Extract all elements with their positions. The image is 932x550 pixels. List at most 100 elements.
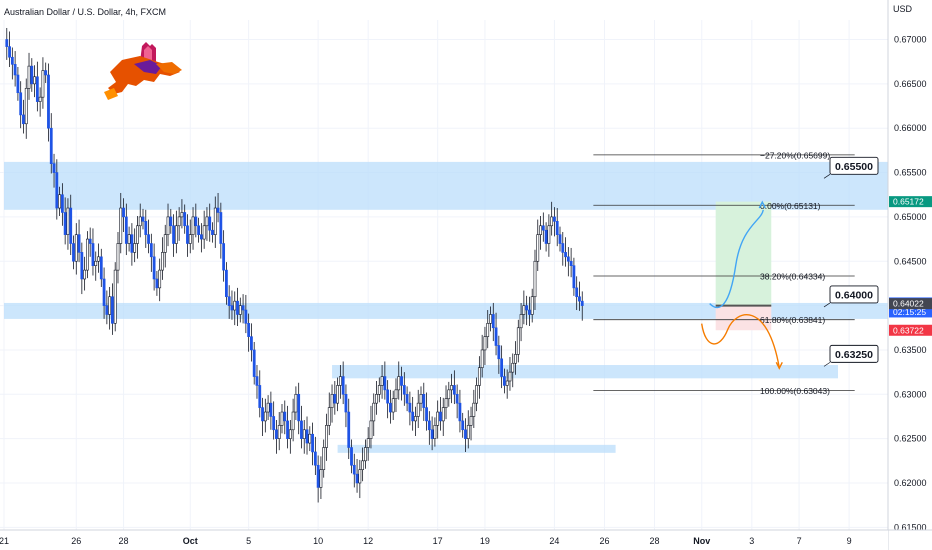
price-badge	[889, 298, 932, 310]
candle-body	[389, 402, 392, 413]
candle-body	[99, 256, 103, 280]
candle-body	[202, 225, 206, 240]
candle-body	[225, 269, 228, 298]
candle-body	[74, 234, 78, 262]
candle-body	[572, 265, 576, 289]
candle-body	[477, 367, 481, 386]
candle-body	[30, 65, 34, 85]
price-badge	[889, 324, 932, 336]
countdown-label: 02:15:25	[893, 307, 926, 317]
candle-body	[63, 212, 67, 235]
price-badge-label: 0.64022	[893, 299, 924, 309]
candle-body	[466, 425, 470, 439]
candle-body	[108, 296, 112, 315]
candle-body	[313, 451, 317, 466]
candle-body	[263, 411, 267, 422]
level-label-box	[829, 344, 879, 363]
candle-body	[464, 429, 467, 439]
candle-body	[155, 278, 159, 289]
price-axis[interactable]: USD 0.670000.665000.660000.655000.650000…	[887, 0, 932, 550]
candle-body	[308, 433, 312, 444]
candle-body	[508, 371, 512, 382]
candle-body	[38, 96, 42, 102]
candle-body	[297, 393, 301, 422]
candle-body	[530, 296, 534, 315]
chart-title: Australian Dollar / U.S. Dollar, 4h, FXC…	[4, 7, 166, 17]
candle-body	[286, 420, 289, 439]
price-axis-ticks: 0.67000 0.66500 0.66000 0.65500 0.65000 0.645…	[894, 35, 927, 533]
candle-body	[500, 358, 504, 377]
candle-body	[533, 260, 537, 298]
candle-body	[277, 425, 281, 439]
candle-body	[144, 221, 148, 235]
candle-body	[250, 336, 253, 351]
candle-body	[375, 393, 378, 404]
candle-body	[255, 376, 259, 386]
candle-body	[439, 411, 442, 422]
candle-body	[86, 238, 89, 271]
support-zone-0.64	[4, 302, 888, 319]
candle-body	[300, 420, 303, 439]
fibonacci-retracement[interactable]: −27.20%(0.65699) 0.00%(0.65131) 38.20%(0.6…	[593, 150, 855, 396]
candle-body	[102, 278, 106, 306]
price-tick-label: 0.62500	[894, 434, 927, 444]
candle-body	[280, 411, 284, 426]
time-tick-label: 10	[313, 536, 323, 546]
level-label-pointer	[823, 302, 831, 308]
time-tick-label: 19	[480, 536, 490, 546]
candle-body	[191, 216, 195, 235]
arrow-head	[758, 200, 766, 209]
fib-level-label: 38.20%(0.64334)	[760, 271, 825, 281]
candle-body	[233, 300, 237, 311]
candle-body	[241, 305, 245, 311]
candle-body	[494, 327, 498, 346]
candle-body	[525, 305, 529, 311]
candle-body	[208, 216, 212, 231]
time-axis[interactable]: 21 26 28 Oct 5 10 12 17 19 24 26 28 Nov 3 7 9	[0, 529, 932, 550]
candle-body	[372, 402, 376, 422]
candle-body	[133, 243, 137, 253]
candle-body	[358, 469, 362, 484]
candle-body	[172, 225, 175, 244]
fib-level-label: 0.00%(0.65131)	[760, 201, 821, 211]
support-zone-0.6325	[332, 365, 838, 379]
candle-body	[141, 216, 145, 222]
price-tick-label: 0.66500	[894, 79, 927, 89]
candle-body	[391, 398, 395, 413]
price-tick-label: 0.63000	[894, 389, 927, 399]
candle-body	[130, 234, 134, 253]
time-tick-label: 7	[797, 536, 802, 546]
candle-body	[522, 305, 526, 315]
candle-body	[72, 243, 75, 262]
candle-body	[80, 252, 84, 280]
price-tick-label: 0.65500	[894, 168, 927, 178]
candle-body	[514, 354, 517, 364]
level-label-pointer	[823, 174, 831, 179]
price-tick-label: 0.61500	[894, 522, 927, 532]
candle-body	[419, 393, 423, 404]
candle-body	[261, 407, 264, 422]
candle-body	[366, 438, 370, 448]
candle-body	[194, 216, 198, 227]
candle-body	[105, 305, 109, 315]
candle-body	[183, 212, 187, 227]
price-tick-label: 0.62000	[894, 478, 927, 488]
time-tick-label: 3	[749, 536, 754, 546]
candle-body	[580, 300, 584, 306]
long-position-tool[interactable]	[715, 201, 772, 331]
candle-body	[83, 269, 87, 280]
candle-body	[405, 393, 409, 404]
candle-body	[452, 385, 456, 395]
fib-level-label: −27.20%(0.65699)	[760, 150, 830, 160]
candle-body	[222, 243, 226, 271]
time-tick-label: 26	[599, 536, 609, 546]
candle-body	[163, 234, 167, 253]
candle-body	[13, 64, 17, 76]
candle-body	[119, 207, 123, 244]
candle-body	[35, 76, 39, 102]
currency-label: USD	[893, 4, 913, 14]
candle-body	[127, 234, 131, 244]
candle-body	[49, 127, 53, 164]
